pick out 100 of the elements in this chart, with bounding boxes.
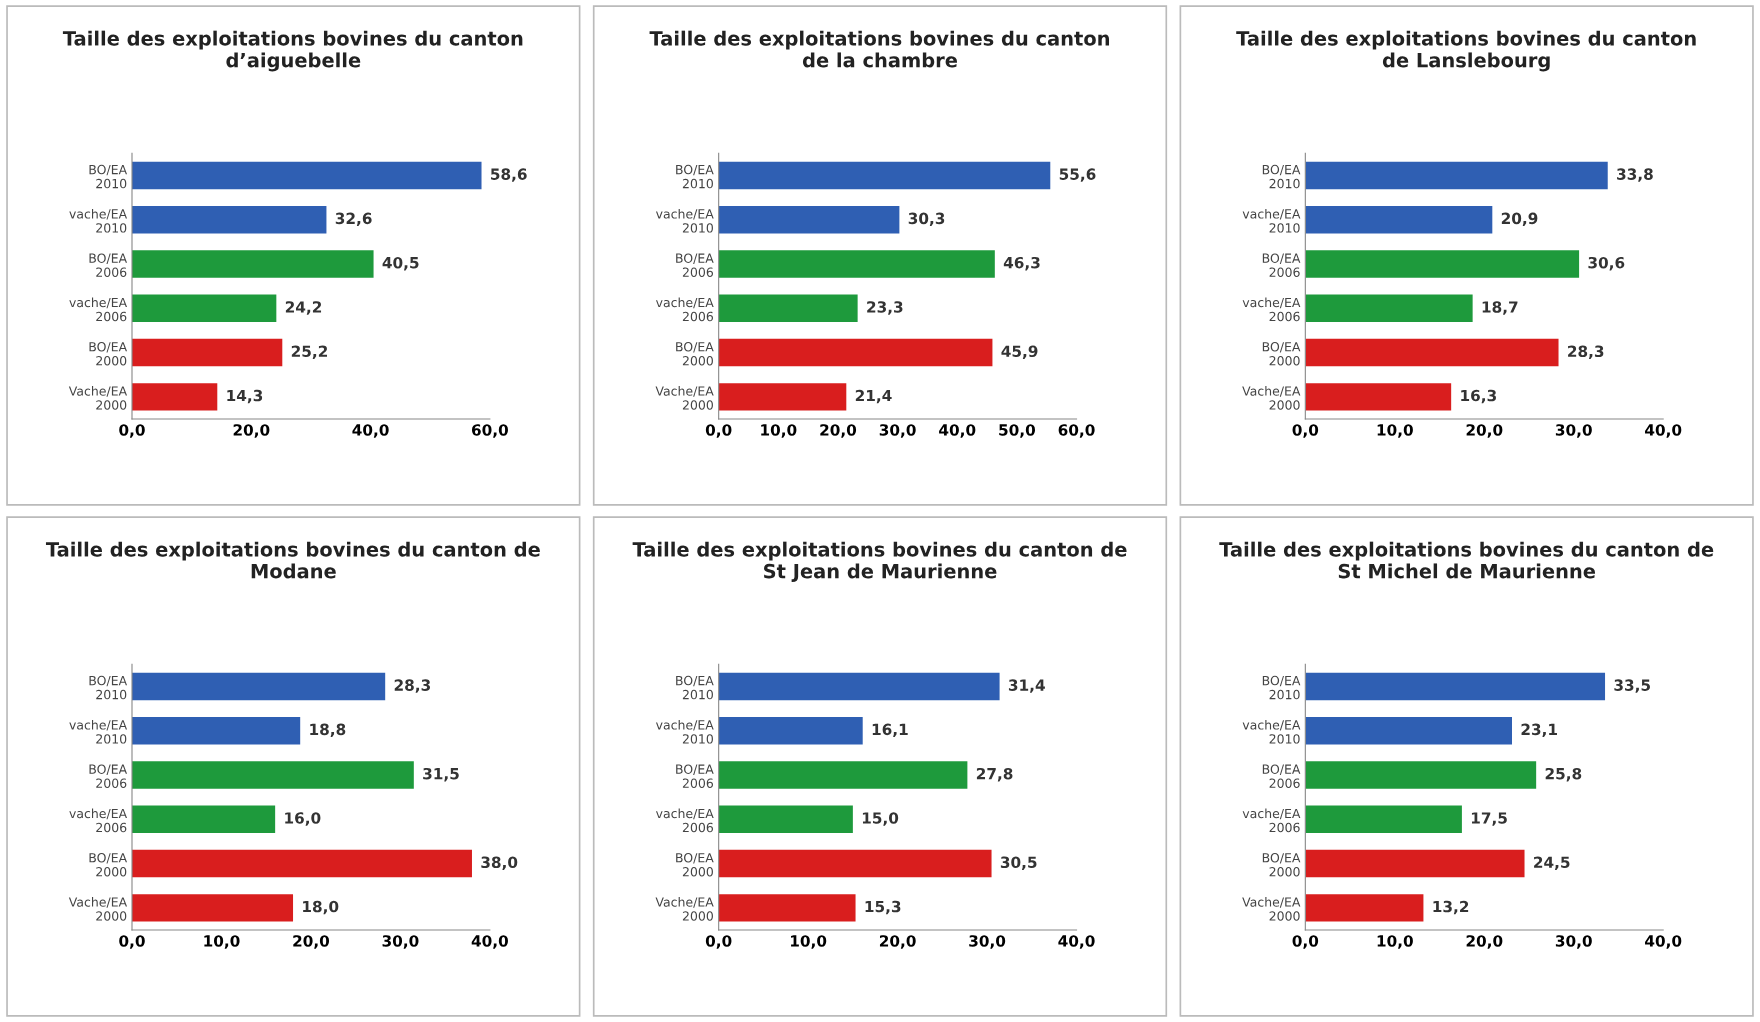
y-tick-label: BO/EA 2010 <box>89 164 128 189</box>
y-tick-label: Vache/EA 2000 <box>655 897 714 921</box>
y-tick-label: vache/EA 2010 <box>69 719 128 744</box>
chart-title: Taille des exploitations bovines du canton de la chambre <box>649 30 1109 68</box>
bar <box>718 894 856 922</box>
chart-title: Taille des exploitations bovines du canton d’aiguebelle <box>62 30 523 72</box>
chart-title: Taille des exploitations bovines du canton de Modane <box>45 541 540 579</box>
data-label: 18,0 <box>303 900 339 915</box>
data-label: 40,5 <box>382 256 419 271</box>
x-tick-label: 0,0 <box>1292 424 1319 438</box>
x-tick-label: 10,0 <box>204 935 240 949</box>
bar <box>718 761 968 789</box>
bar <box>132 849 472 878</box>
bar <box>132 294 277 323</box>
x-tick-label: 10,0 <box>791 935 827 949</box>
y-tick-label: Vache/EA 2000 <box>1242 386 1301 410</box>
chart-title: Taille des exploitations bovines du canton de St Michel de Maurienne <box>1219 541 1714 579</box>
y-tick-label: Vache/EA 2000 <box>655 386 714 410</box>
bar <box>718 294 858 323</box>
x-tick-label: 10,0 <box>1377 424 1413 438</box>
y-tick-label: vache/EA 2010 <box>1242 719 1301 744</box>
data-label: 16,0 <box>285 812 321 826</box>
y-tick-label: BO/EA 2000 <box>1262 342 1301 366</box>
x-tick-label: 30,0 <box>969 935 1006 949</box>
data-label: 15,3 <box>865 900 901 915</box>
x-tick-label: 0,0 <box>1292 935 1319 949</box>
data-label: 30,3 <box>908 212 945 227</box>
bar <box>1305 849 1525 878</box>
bar <box>718 805 853 834</box>
y-tick-label: vache/EA 2006 <box>1242 808 1301 833</box>
data-label: 21,4 <box>855 389 892 404</box>
y-tick-label: BO/EA 2010 <box>676 164 714 189</box>
data-label: 16,1 <box>872 723 908 738</box>
y-tick-label: vache/EA 2010 <box>1242 208 1301 233</box>
bar <box>132 161 482 190</box>
y-tick-label: vache/EA 2006 <box>69 297 128 322</box>
y-tick-label: BO/EA 2000 <box>676 853 714 877</box>
x-tick-label: 40,0 <box>1645 935 1682 949</box>
bar <box>1305 805 1462 834</box>
x-tick-label: 30,0 <box>1555 935 1592 949</box>
y-tick-label: vache/EA 2010 <box>655 719 714 744</box>
x-tick-label: 20,0 <box>820 424 857 438</box>
data-label: 24,2 <box>285 301 322 315</box>
data-label: 16,3 <box>1461 389 1496 404</box>
bar <box>132 672 386 701</box>
x-tick-label: 40,0 <box>1058 935 1095 949</box>
data-label: 27,8 <box>976 767 1013 782</box>
data-label: 32,6 <box>335 212 372 227</box>
data-label: 45,9 <box>1001 345 1038 359</box>
x-tick-label: 20,0 <box>1466 935 1503 949</box>
y-tick-label: BO/EA 2000 <box>89 853 128 877</box>
x-tick-label: 20,0 <box>233 424 270 438</box>
x-tick-label: 10,0 <box>1377 935 1413 949</box>
y-tick-label: BO/EA 2006 <box>1262 253 1301 277</box>
bar <box>718 672 1000 701</box>
x-tick-label: 20,0 <box>1466 424 1503 438</box>
data-label: 15,0 <box>862 812 899 826</box>
bar <box>1305 383 1452 411</box>
y-tick-label: BO/EA 2010 <box>1262 675 1301 700</box>
y-tick-label: BO/EA 2010 <box>1262 164 1301 189</box>
y-tick-label: vache/EA 2006 <box>1242 297 1301 322</box>
bar <box>132 894 294 922</box>
bar <box>718 383 847 411</box>
y-tick-label: vache/EA 2006 <box>655 808 714 833</box>
bar <box>1305 672 1606 701</box>
data-label: 46,3 <box>1003 256 1040 271</box>
y-tick-label: vache/EA 2010 <box>69 208 128 233</box>
y-tick-label: BO/EA 2000 <box>89 342 128 366</box>
bar <box>718 717 863 745</box>
x-tick-label: 0,0 <box>705 424 732 438</box>
y-tick-label: BO/EA 2006 <box>89 764 128 788</box>
bar <box>1305 761 1537 789</box>
data-label: 18,7 <box>1482 301 1518 315</box>
x-tick-label: 40,0 <box>352 424 389 438</box>
data-label: 13,2 <box>1433 900 1469 915</box>
bar <box>718 849 992 878</box>
bar <box>132 338 283 367</box>
y-tick-label: BO/EA 2010 <box>676 675 714 700</box>
y-tick-label: Vache/EA 2000 <box>68 897 128 921</box>
bar <box>1305 206 1493 234</box>
data-label: 23,3 <box>867 301 903 315</box>
data-label: 58,6 <box>491 168 527 182</box>
bar <box>132 206 327 234</box>
data-label: 33,5 <box>1614 679 1651 693</box>
y-tick-label: BO/EA 2010 <box>89 675 128 700</box>
bar <box>718 250 995 278</box>
y-tick-label: BO/EA 2000 <box>676 342 714 366</box>
x-tick-label: 40,0 <box>939 424 976 438</box>
y-tick-label: vache/EA 2006 <box>655 297 714 322</box>
x-tick-label: 60,0 <box>1058 424 1095 438</box>
bar <box>1305 894 1424 922</box>
data-label: 25,8 <box>1545 767 1582 782</box>
data-label: 55,6 <box>1059 168 1096 182</box>
x-tick-label: 50,0 <box>999 424 1036 438</box>
data-label: 18,8 <box>310 723 346 738</box>
chart-title: Taille des exploitations bovines du canton de St Jean de Maurienne <box>632 541 1127 583</box>
data-label: 38,0 <box>481 856 518 870</box>
bar <box>132 717 301 745</box>
bar <box>718 206 900 234</box>
x-tick-label: 10,0 <box>761 424 797 438</box>
